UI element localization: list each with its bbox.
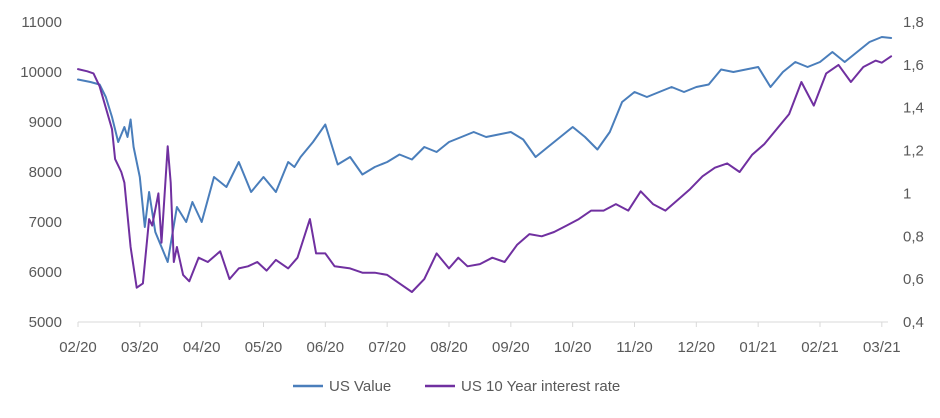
x-tick-label: 04/20 <box>183 339 221 356</box>
x-tick-label: 03/20 <box>121 339 159 356</box>
left-y-tick-label: 9000 <box>29 114 62 131</box>
x-tick-label: 03/21 <box>863 339 901 356</box>
right-y-tick-label: 1,2 <box>903 143 924 160</box>
right-y-tick-label: 0,6 <box>903 271 924 288</box>
left-y-tick-label: 7000 <box>29 214 62 231</box>
left-y-tick-label: 6000 <box>29 264 62 281</box>
right-y-tick-label: 0,4 <box>903 314 924 331</box>
x-tick-label: 07/20 <box>368 339 406 356</box>
right-y-tick-label: 1 <box>903 185 911 202</box>
x-axis: 02/20 03/20 04/20 05/20 06/20 07/20 08/20 09/20… <box>59 321 901 356</box>
x-tick-label: 10/20 <box>554 339 592 356</box>
right-y-tick-label: 0,8 <box>903 228 924 245</box>
x-tick-label: 09/20 <box>492 339 530 356</box>
right-y-axis: 0,4 0,6 0,8 1 1,2 1,4 1,6 1,8 <box>903 14 924 331</box>
x-tick-label: 08/20 <box>430 339 468 356</box>
left-y-tick-label: 10000 <box>20 64 62 81</box>
right-y-tick-label: 1,6 <box>903 57 924 74</box>
left-y-axis: 5000 6000 7000 8000 9000 10000 11000 <box>20 14 62 331</box>
legend-label: US 10 Year interest rate <box>461 378 620 395</box>
legend-label: US Value <box>329 378 391 395</box>
us-10-year-rate-series-line <box>77 55 893 293</box>
x-tick-label: 02/21 <box>801 339 839 356</box>
legend: US Value US 10 Year interest rate <box>293 378 620 395</box>
left-y-tick-label: 8000 <box>29 164 62 181</box>
x-tick-label: 02/20 <box>59 339 97 356</box>
left-y-tick-label: 11000 <box>21 14 62 31</box>
x-tick-label: 05/20 <box>245 339 283 356</box>
x-tick-label: 11/20 <box>616 339 652 356</box>
x-tick-label: 01/21 <box>739 339 777 356</box>
right-y-tick-label: 1,8 <box>903 14 924 31</box>
us-value-series-line <box>77 36 893 263</box>
x-tick-label: 06/20 <box>307 339 345 356</box>
plot-area <box>77 36 893 293</box>
x-tick-label: 12/20 <box>678 339 716 356</box>
left-y-tick-label: 5000 <box>29 314 62 331</box>
right-y-tick-label: 1,4 <box>903 100 924 117</box>
